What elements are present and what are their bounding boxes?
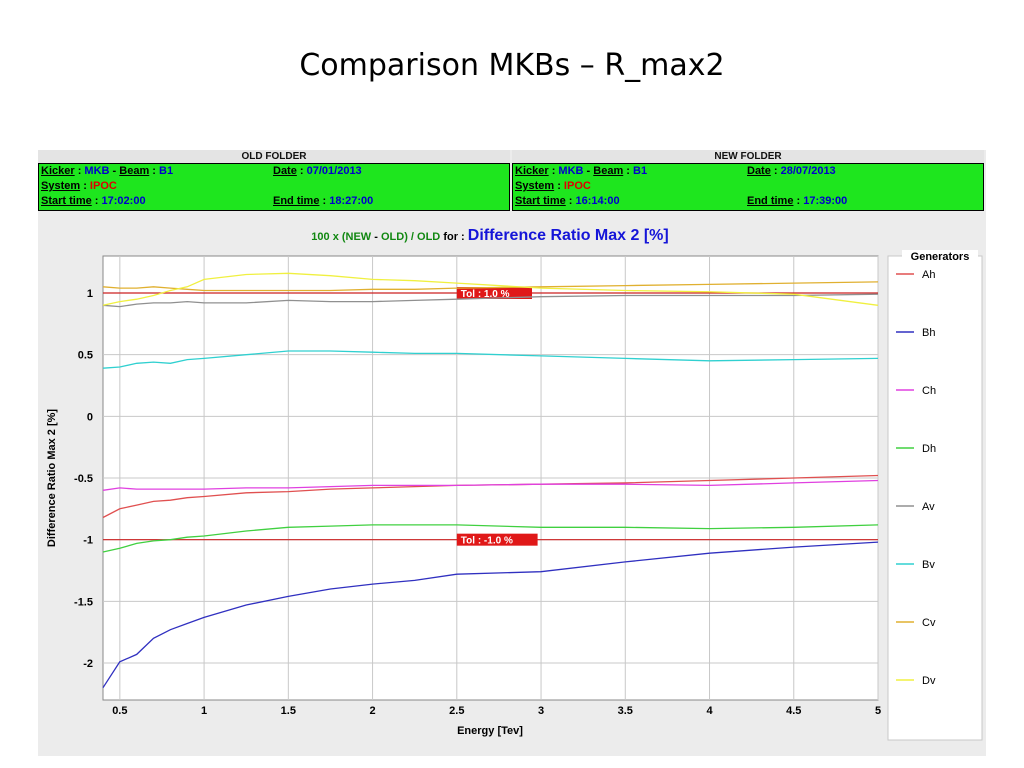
new-kicker-line: Kicker : MKB - Beam : B1 [515,165,648,177]
chart-title-for: for : [440,231,468,243]
x-tick-labels: 0.5 1 1.5 2 2.5 3 3.5 4 4.5 5 [112,705,881,717]
new-end-line: End time : 17:39:00 [747,195,848,207]
old-date-line: Date : 07/01/2013 [273,165,362,177]
new-start-value: 16:14:00 [575,195,620,207]
y-tick-label: 0.5 [78,350,93,362]
legend-label-dh: Dh [922,443,936,455]
new-date-value: 28/07/2013 [780,165,836,177]
x-tick-label: 5 [875,705,881,717]
chart-title-dash: - [371,231,381,243]
legend-label-bv: Bv [922,559,935,571]
slide-title: Comparison MKBs – R_max2 [299,48,725,83]
new-kicker-label[interactable]: Kicker [515,165,549,177]
old-end-label[interactable]: End time [273,195,320,207]
old-end-line: End time : 18:27:00 [273,195,374,207]
x-tick-label: 0.5 [112,705,127,717]
x-tick-label: 2 [370,705,376,717]
old-start-value: 17:02:00 [101,195,146,207]
series-line-dh [102,524,879,553]
legend-box [887,255,983,741]
y-axis-title: Difference Ratio Max 2 [%] [46,409,58,547]
x-tick-label: 4 [706,705,713,717]
grid [103,256,879,700]
chart-title-old: OLD) / OLD [381,231,440,243]
new-date-line: Date : 28/07/2013 [747,165,836,177]
new-start-label[interactable]: Start time [515,195,566,207]
legend-label-cv: Cv [922,617,936,629]
series-line-bh [102,541,879,689]
series-line-ch [102,479,879,491]
x-tick-label: 3 [538,705,544,717]
new-folder-header: NEW FOLDER [512,150,984,163]
x-tick-label: 1 [201,705,207,717]
new-system-label[interactable]: System [515,180,555,192]
legend-title-bg [902,250,978,262]
old-end-value: 18:27:00 [329,195,374,207]
new-kicker-value: MKB [558,165,584,177]
difference-ratio-chart: 100 x (NEW - OLD) / OLD for : Difference… [46,227,983,741]
old-date-label[interactable]: Date [273,165,297,177]
old-beam-value: B1 [159,165,174,177]
y-tick-label: 0 [87,411,93,423]
y-tick-label: -2 [83,658,93,670]
x-tick-label: 1.5 [281,705,296,717]
y-tick-label: -1.5 [74,596,93,608]
old-folder-header: OLD FOLDER [38,150,510,163]
chart-title-new: 100 x (NEW [311,231,372,243]
tolerance-label: Tol : -1.0 % [461,536,513,547]
old-system-label[interactable]: System [41,180,81,192]
new-folder-box: Kicker : MKB - Beam : B1 Date : 28/07/20… [512,163,984,211]
series-line-cv [102,281,879,292]
new-system-line: System : IPOC [515,180,591,192]
tolerance-label: Tol : 1.0 % [461,289,510,300]
legend-label-ah: Ah [922,269,935,281]
legend: Generators Ah Bh Ch Dh Av Bv Cv Dv [887,250,983,741]
new-beam-label[interactable]: Beam [593,165,624,177]
y-tick-labels: 1 0.5 0 -0.5 -1 -1.5 -2 [74,288,93,670]
x-tick-label: 3.5 [618,705,633,717]
tolerance-lines: Tol : 1.0 % Tol : -1.0 % [103,287,878,547]
old-folder: OLD FOLDER Kicker : MKB - Beam : B1 Date… [38,150,510,212]
new-start-line: Start time : 16:14:00 [515,195,620,207]
x-axis-title: Energy [Tev] [457,725,523,737]
old-kicker-label[interactable]: Kicker [41,165,75,177]
chart-title: 100 x (NEW - OLD) / OLD for : Difference… [311,227,668,244]
new-end-label[interactable]: End time [747,195,794,207]
y-tick-label: -0.5 [74,473,93,485]
old-folder-box: Kicker : MKB - Beam : B1 Date : 07/01/20… [38,163,510,211]
legend-items: Ah Bh Ch Dh Av Bv Cv Dv [896,269,936,687]
tolerance-badge [456,533,538,546]
old-start-label[interactable]: Start time [41,195,92,207]
old-start-line: Start time : 17:02:00 [41,195,146,207]
analysis-panel: OLD FOLDER Kicker : MKB - Beam : B1 Date… [38,150,986,756]
y-tick-label: 1 [87,288,93,300]
legend-title: Generators [911,251,970,263]
folder-info: OLD FOLDER Kicker : MKB - Beam : B1 Date… [38,150,986,214]
series-lines [102,272,879,689]
old-beam-label[interactable]: Beam [119,165,150,177]
tolerance-badge [456,287,533,299]
x-tick-label: 2.5 [449,705,464,717]
chart-title-main: Difference Ratio Max 2 [%] [468,227,669,244]
old-system-value: IPOC [89,180,117,192]
old-kicker-line: Kicker : MKB - Beam : B1 [41,165,174,177]
new-system-value: IPOC [563,180,591,192]
legend-label-av: Av [922,501,935,513]
legend-label-ch: Ch [922,385,936,397]
old-date-value: 07/01/2013 [306,165,362,177]
old-system-line: System : IPOC [41,180,117,192]
series-line-dv [102,272,879,306]
series-line-bv [102,350,879,369]
new-end-value: 17:39:00 [803,195,848,207]
new-folder: NEW FOLDER Kicker : MKB - Beam : B1 Date… [512,150,984,212]
series-line-av [102,293,879,308]
new-date-label[interactable]: Date [747,165,771,177]
series-line-ah [102,474,879,519]
legend-label-dv: Dv [922,675,936,687]
legend-label-bh: Bh [922,327,935,339]
old-kicker-value: MKB [84,165,110,177]
y-tick-label: -1 [83,535,93,547]
new-beam-value: B1 [633,165,648,177]
x-tick-label: 4.5 [786,705,801,717]
